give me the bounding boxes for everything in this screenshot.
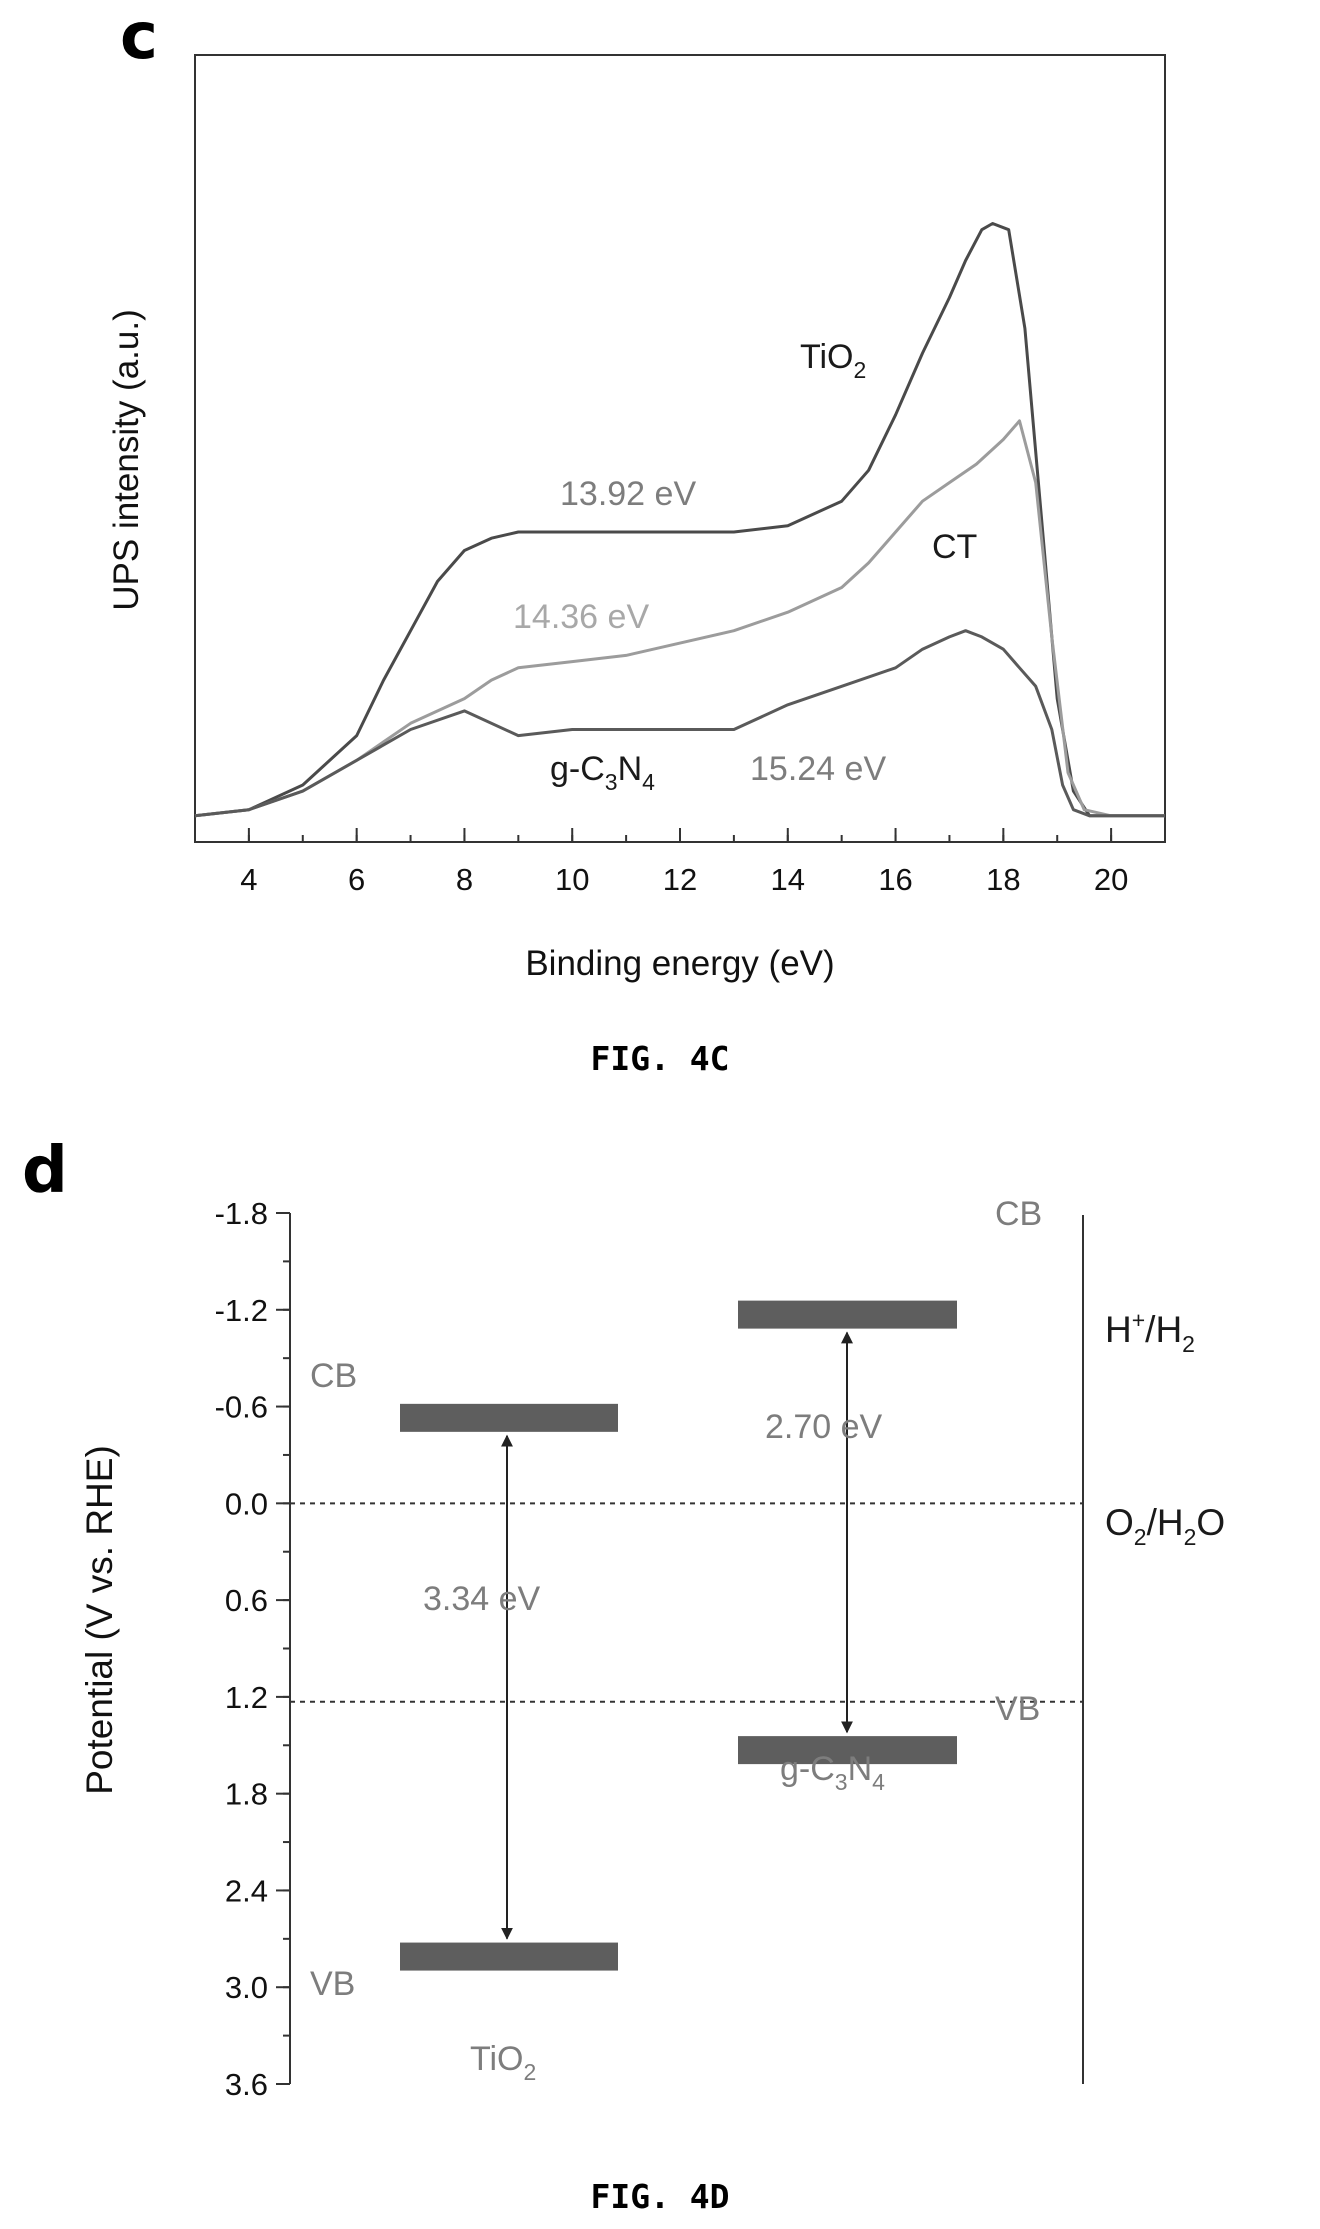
panel-d-y-axis: -1.8 -1.2 -0.6 0.0 0.6 1.2 1.8 2.4 3.0 3.6 bbox=[215, 1196, 290, 2102]
x-tick-label: 18 bbox=[986, 862, 1020, 897]
panel-c-x-axis: 4 6 8 10 12 14 16 18 20 bbox=[194, 828, 1166, 897]
ref-o-sub2: 2 bbox=[1184, 1524, 1197, 1550]
x-tick-label: 6 bbox=[348, 862, 365, 897]
panel-c-x-axis-title: Binding energy (eV) bbox=[525, 944, 834, 983]
x-tick-label: 16 bbox=[878, 862, 912, 897]
panel-d-y-axis-title: Potential (V vs. RHE) bbox=[79, 1445, 120, 1795]
x-tick-label: 12 bbox=[663, 862, 697, 897]
y-tick-label: 1.2 bbox=[225, 1680, 268, 1715]
panel-c-letter: c bbox=[120, 0, 158, 74]
annotation-14-36: 14.36 eV bbox=[513, 598, 649, 636]
panel-c-y-axis-title: UPS intensity (a.u.) bbox=[107, 309, 146, 611]
caption-fig-4c: FIG. 4C bbox=[590, 1039, 729, 1078]
label-ct: CT bbox=[932, 528, 977, 566]
y-tick-label: 0.6 bbox=[225, 1583, 268, 1618]
label-gc3n4-part2: N bbox=[618, 750, 643, 788]
panel-c-plot-frame bbox=[194, 54, 1166, 843]
gcn-cb-label: CB bbox=[995, 1195, 1042, 1233]
ref-h-main: H bbox=[1105, 1309, 1132, 1350]
valence-band-bar-0 bbox=[400, 1942, 618, 1971]
label-gc3n4-sub1: 3 bbox=[605, 769, 618, 795]
panel-d-letter: d bbox=[22, 1134, 68, 1208]
ref-o-tail: O bbox=[1196, 1502, 1225, 1543]
label-o2-h2o: O2/H2O bbox=[1105, 1502, 1225, 1550]
panel-d: d -1.8 -1.2 -0.6 0.0 0.6 1.2 1.8 2.4 3.0 3.6 Pote… bbox=[22, 1134, 1225, 2216]
conduction-band-bar-0 bbox=[400, 1403, 618, 1432]
label-gc3n4: g-C3N4 bbox=[550, 750, 655, 795]
label-h-plus-h2: H+/H2 bbox=[1105, 1307, 1195, 1357]
series-line-1 bbox=[194, 419, 1165, 818]
annotation-15-24: 15.24 eV bbox=[750, 750, 886, 788]
label-tio2-sub: 2 bbox=[854, 357, 867, 383]
panel-d-reference-lines bbox=[290, 1502, 1083, 1703]
label-tio2-main: TiO bbox=[800, 338, 854, 376]
tio2-gap-label: 3.34 eV bbox=[423, 1580, 541, 1618]
tio2-name-sub: 2 bbox=[524, 2059, 537, 2085]
ref-o-sub1: 2 bbox=[1134, 1524, 1147, 1550]
gcn-vb-label: VB bbox=[995, 1690, 1040, 1728]
ref-o-main: O bbox=[1105, 1502, 1134, 1543]
x-tick-label: 8 bbox=[456, 862, 473, 897]
y-tick-label: 0.0 bbox=[225, 1486, 268, 1521]
gcn-name-sub1: 3 bbox=[835, 1769, 848, 1795]
y-tick-label: 2.4 bbox=[225, 1873, 268, 1908]
annotation-13-92: 13.92 eV bbox=[560, 475, 696, 513]
tio2-name-main: TiO bbox=[470, 2040, 524, 2078]
ref-h-tail: /H bbox=[1145, 1309, 1182, 1350]
y-tick-label: 3.6 bbox=[225, 2067, 268, 2102]
tio2-cb-label: CB bbox=[310, 1357, 357, 1395]
tio2-name: TiO2 bbox=[470, 2040, 536, 2085]
gcn-name-sub2: 4 bbox=[872, 1769, 885, 1795]
y-tick-label: 3.0 bbox=[225, 1970, 268, 2005]
x-tick-label: 20 bbox=[1094, 862, 1128, 897]
y-tick-label: -1.2 bbox=[215, 1293, 268, 1328]
y-tick-label: -1.8 bbox=[215, 1196, 268, 1231]
panel-c-series bbox=[194, 222, 1165, 818]
tio2-vb-label: VB bbox=[310, 1965, 355, 2003]
y-tick-label: 1.8 bbox=[225, 1777, 268, 1812]
x-tick-label: 4 bbox=[240, 862, 257, 897]
series-line-2 bbox=[194, 629, 1165, 818]
valence-band-bar-1 bbox=[738, 1736, 957, 1765]
panel-d-band-edges bbox=[400, 1300, 957, 1971]
series-line-0 bbox=[194, 222, 1165, 818]
ref-o-mid: /H bbox=[1147, 1502, 1184, 1543]
y-tick-label: -0.6 bbox=[215, 1390, 268, 1425]
gcn-gap-label: 2.70 eV bbox=[765, 1408, 883, 1446]
panel-c: c 4 6 8 10 12 14 16 18 20 Binding energy (eV) UP… bbox=[107, 0, 1166, 1078]
gcn-name-part2: N bbox=[848, 1750, 873, 1788]
x-tick-label: 10 bbox=[555, 862, 589, 897]
gcn-name: g-C3N4 bbox=[780, 1750, 885, 1795]
ref-h-sup: + bbox=[1132, 1307, 1145, 1333]
ref-h-sub: 2 bbox=[1182, 1331, 1195, 1357]
label-tio2: TiO2 bbox=[800, 338, 866, 383]
label-gc3n4-sub2: 4 bbox=[642, 769, 655, 795]
caption-fig-4d: FIG. 4D bbox=[590, 2177, 729, 2216]
x-tick-label: 14 bbox=[771, 862, 805, 897]
conduction-band-bar-1 bbox=[738, 1300, 957, 1329]
label-gc3n4-part1: g-C bbox=[550, 750, 605, 788]
gcn-name-part1: g-C bbox=[780, 1750, 835, 1788]
